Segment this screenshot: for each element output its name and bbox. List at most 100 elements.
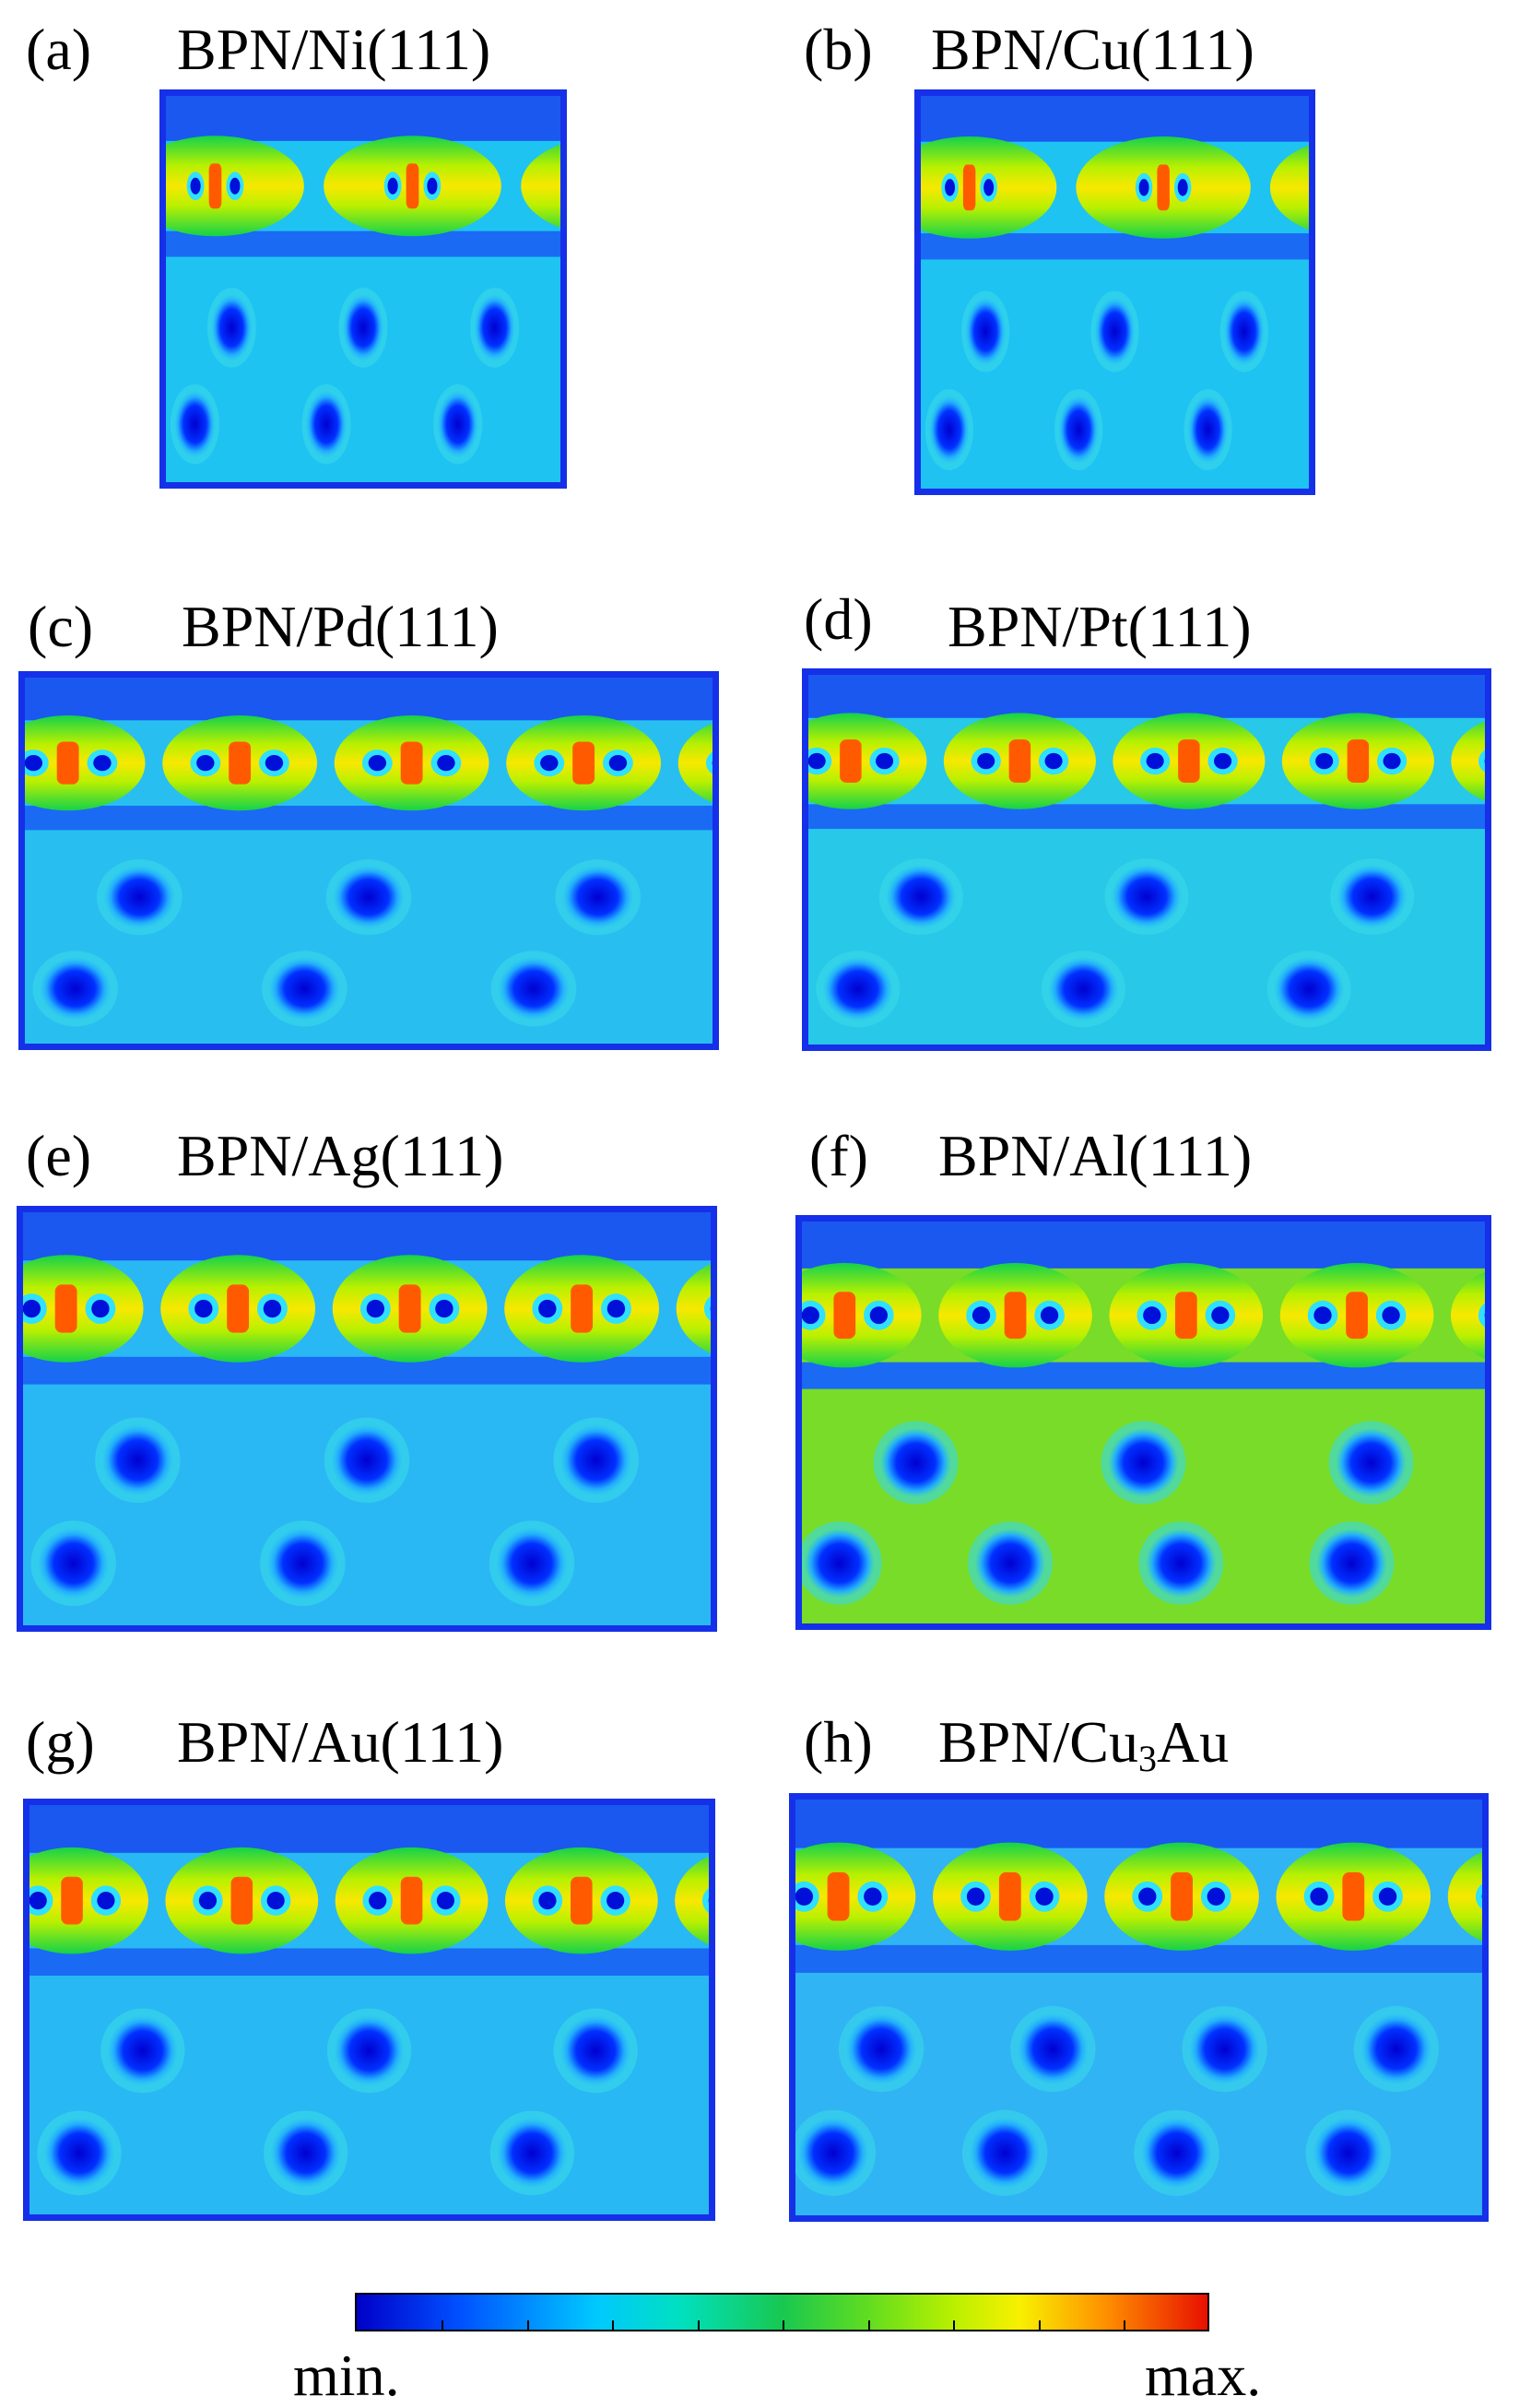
panel-c-map	[18, 671, 719, 1050]
atom-core	[230, 178, 240, 195]
substrate-atom	[1018, 2013, 1089, 2085]
atom-core	[607, 1892, 624, 1909]
bond-maximum	[227, 1284, 249, 1332]
substrate-atom	[1141, 2117, 1212, 2189]
substrate-atom	[560, 2015, 631, 2086]
bond-maximum	[1175, 1292, 1197, 1339]
atom-core	[802, 1306, 819, 1324]
bond-maximum	[231, 1877, 253, 1925]
colorbar-max-label: max.	[1145, 2346, 1261, 2405]
atom-core	[1138, 1887, 1156, 1906]
panel-a-map	[159, 89, 567, 489]
charge-density-map	[795, 1800, 1482, 2215]
bond-maximum	[833, 1292, 855, 1339]
colorbar-tick	[783, 2320, 784, 2330]
atom-core	[369, 755, 386, 771]
atom-core	[23, 1300, 41, 1317]
bond-maximum	[571, 1877, 593, 1925]
panel-c-letter: (c)	[28, 597, 93, 656]
atom-core	[540, 755, 558, 771]
substrate-atom	[331, 1424, 403, 1496]
bond-maximum	[1157, 165, 1169, 211]
atom-core	[25, 755, 42, 771]
substrate-atom	[306, 391, 347, 458]
bond-maximum	[209, 163, 222, 208]
bond-maximum	[963, 165, 975, 211]
atom-core	[876, 753, 893, 769]
substrate-atom	[560, 1424, 632, 1496]
atom-core	[1310, 1887, 1327, 1906]
substrate-atom	[1095, 298, 1136, 366]
substrate-atom	[1316, 1529, 1387, 1599]
charge-density-map	[921, 96, 1309, 489]
atom-core	[435, 1300, 453, 1317]
bond-maximum	[1009, 739, 1030, 783]
atom-core	[437, 755, 454, 771]
substrate-atom	[211, 294, 253, 361]
panel-f-map	[795, 1215, 1491, 1630]
atom-core	[1178, 179, 1188, 195]
substrate-atom	[270, 2118, 341, 2189]
atom-core	[1379, 1887, 1396, 1906]
atom-core	[609, 755, 627, 771]
substrate-atom	[1336, 1428, 1407, 1498]
bond-maximum	[57, 741, 79, 784]
bond-maximum	[1346, 1292, 1368, 1339]
panel-b-title: BPN/Cu(111)	[931, 20, 1254, 79]
colorbar-tick	[868, 2320, 870, 2330]
substrate-atom	[343, 294, 384, 361]
charge-density-map	[25, 678, 713, 1044]
panel-a-title: BPN/Ni(111)	[177, 20, 490, 79]
atom-core	[1041, 1306, 1058, 1324]
panel-e-map	[17, 1206, 717, 1632]
atom-core	[91, 1300, 109, 1317]
substrate-atom	[40, 957, 112, 1021]
atom-core	[538, 1892, 556, 1909]
colorbar-tick	[442, 2320, 443, 2330]
atom-core	[267, 1892, 285, 1909]
panel-f-title: BPN/Al(111)	[938, 1127, 1252, 1186]
atom-core	[1313, 1306, 1331, 1324]
panel-h-title: BPN/Cu3Au	[938, 1713, 1229, 1772]
substrate-atom	[437, 391, 478, 458]
atom-core	[977, 753, 995, 769]
atom-core	[808, 753, 826, 769]
panel-h-letter: (h)	[804, 1713, 873, 1772]
bond-maximum	[1171, 1872, 1193, 1921]
charge-density-map	[166, 96, 560, 482]
atom-core	[1147, 753, 1164, 769]
substrate-atom	[104, 866, 176, 929]
substrate-atom	[174, 391, 216, 458]
substrate-atom	[497, 2118, 568, 2189]
atom-core	[1384, 753, 1401, 769]
substrate-atom	[969, 2117, 1040, 2189]
substrate-atom	[974, 1529, 1045, 1599]
substrate-atom	[562, 866, 634, 929]
substrate-atom	[797, 2117, 868, 2189]
substrate-atom	[1274, 957, 1344, 1021]
substrate-atom	[886, 865, 956, 929]
substrate-atom	[1058, 395, 1099, 464]
substrate-atom	[102, 1424, 174, 1496]
atom-core	[388, 178, 398, 195]
bond-maximum	[572, 741, 595, 784]
atom-core	[1207, 1887, 1225, 1906]
charge-density-map	[23, 1212, 711, 1625]
atom-core	[437, 1892, 454, 1909]
panel-d-letter: (d)	[804, 590, 873, 649]
atom-core	[1211, 1306, 1229, 1324]
substrate-atom	[823, 957, 893, 1021]
substrate-atom	[880, 1428, 951, 1498]
atom-core	[369, 1892, 386, 1909]
panel-d-title: BPN/Pt(111)	[948, 597, 1252, 656]
atom-core	[967, 1887, 984, 1906]
atom-core	[191, 178, 201, 195]
substrate-atom	[267, 1528, 339, 1599]
bond-maximum	[406, 163, 419, 208]
atom-core	[427, 178, 437, 195]
atom-core	[972, 1306, 990, 1324]
bond-maximum	[840, 739, 861, 783]
panel-g-map	[23, 1799, 715, 2221]
panel-e-letter: (e)	[26, 1127, 91, 1186]
colorbar-tick	[698, 2320, 700, 2330]
